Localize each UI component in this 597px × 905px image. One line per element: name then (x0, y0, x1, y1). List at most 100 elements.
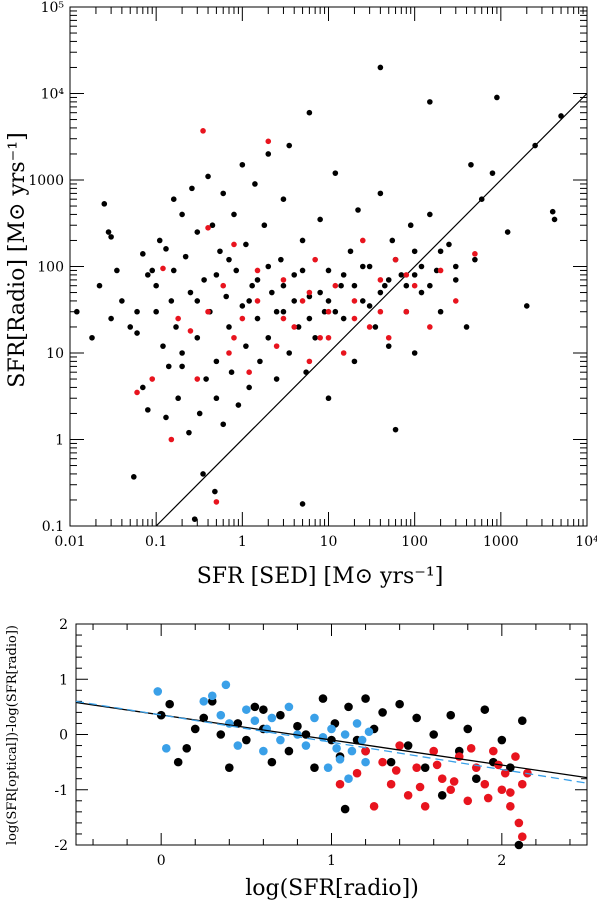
top-point-black (149, 267, 156, 274)
bottom-point-red (437, 774, 447, 783)
top-point-black (170, 196, 177, 202)
bottom-point-red (480, 779, 490, 789)
bottom-lines (75, 700, 588, 784)
top-points (74, 64, 564, 522)
top-point-black (381, 282, 388, 289)
bottom-point-black (378, 708, 387, 717)
top-point-red (317, 334, 323, 341)
bottom-point-black (293, 721, 302, 731)
top-point-black (252, 181, 258, 187)
top-point-black (134, 308, 140, 315)
top-point-black (332, 170, 339, 176)
top-point-black (194, 229, 201, 235)
top-point-black (355, 207, 361, 213)
bottom-y-tick-label: -1 (54, 783, 68, 799)
top-point-black (140, 384, 146, 391)
top-point-black (317, 216, 323, 223)
top-point-red (220, 282, 227, 289)
top-point-red (175, 315, 181, 322)
top-point-black (295, 324, 302, 330)
top-point-black (191, 516, 198, 522)
top-point-black (325, 267, 332, 274)
bottom-point-black (403, 741, 413, 750)
top-point-black (427, 211, 433, 218)
top-point-black (273, 308, 280, 315)
top-point-black (239, 161, 246, 168)
top-point-red (437, 267, 444, 274)
top-y-tick-label: 1 (55, 433, 64, 449)
top-point-black (437, 308, 444, 315)
bottom-point-blue (276, 735, 285, 745)
bottom-y-tick-label: 0 (59, 728, 68, 744)
top-point-black (153, 282, 159, 289)
bottom-point-black (386, 757, 396, 767)
top-point-black (96, 282, 103, 289)
top-point-black (226, 324, 232, 330)
top-point-black (243, 241, 249, 248)
top-point-black (452, 263, 459, 270)
top-point-black (265, 334, 272, 341)
top-point-black (194, 298, 201, 304)
top-point-red (403, 308, 410, 315)
top-point-red (254, 298, 261, 304)
top-point-black (187, 289, 194, 296)
bottom-point-black (344, 702, 353, 712)
bottom-point-black (182, 744, 192, 753)
top-point-black (189, 185, 195, 192)
top-point-black (452, 277, 459, 283)
top-point-red (392, 256, 399, 263)
bottom-point-black (480, 705, 490, 714)
top-point-black (200, 471, 206, 477)
top-point-red (273, 343, 280, 349)
top-point-black (119, 298, 125, 304)
top-point-black (291, 298, 298, 304)
top-x-axis-label: SFR [SED] [M⊙ yrs⁻¹] (197, 564, 444, 589)
top-point-black (145, 272, 151, 278)
top-point-black (286, 350, 293, 356)
top-point-red (472, 251, 478, 257)
bottom-point-blue (357, 735, 367, 745)
top-point-black (433, 267, 440, 274)
top-point-black (212, 488, 218, 495)
top-y-tick-label: 0.1 (42, 519, 64, 535)
top-point-black (213, 272, 220, 278)
bottom-fit-line-dashed (75, 700, 588, 784)
top-point-black (299, 501, 306, 507)
top-point-red (239, 315, 246, 322)
top-point-red (377, 308, 384, 315)
top-point-black (411, 272, 418, 278)
top-point-black (523, 303, 530, 309)
top-point-black (179, 350, 185, 356)
top-point-red (325, 334, 332, 341)
bottom-point-blue (199, 697, 209, 706)
bottom-point-blue (267, 713, 277, 723)
bottom-point-red (497, 785, 507, 795)
top-point-black (217, 248, 223, 255)
top-point-black (239, 303, 246, 309)
top-point-black (179, 363, 185, 370)
top-point-black (446, 241, 452, 248)
top-point-black (494, 94, 500, 101)
bottom-point-red (403, 790, 413, 800)
bottom-point-black (412, 713, 421, 723)
top-point-black (468, 161, 474, 168)
top-point-black (220, 190, 227, 197)
bottom-point-red (415, 782, 425, 792)
top-point-red (246, 369, 252, 375)
bottom-point-black (301, 730, 311, 739)
top-point-red (291, 324, 298, 330)
top-point-black (306, 109, 313, 116)
top-point-black (351, 358, 358, 365)
top-point-black (325, 395, 332, 402)
top-x-tick-label: 1 (238, 534, 247, 550)
top-point-black (299, 237, 306, 244)
top-point-black (340, 315, 347, 322)
bottom-plot-frame (75, 623, 588, 846)
top-point-red (411, 282, 418, 289)
top-point-black (74, 308, 80, 315)
top-y-tick-label: 1000 (28, 173, 64, 189)
bottom-point-black (199, 713, 209, 723)
top-point-red (312, 256, 318, 263)
top-point-black (338, 282, 344, 289)
bottom-y-tick-label: 1 (59, 672, 68, 688)
